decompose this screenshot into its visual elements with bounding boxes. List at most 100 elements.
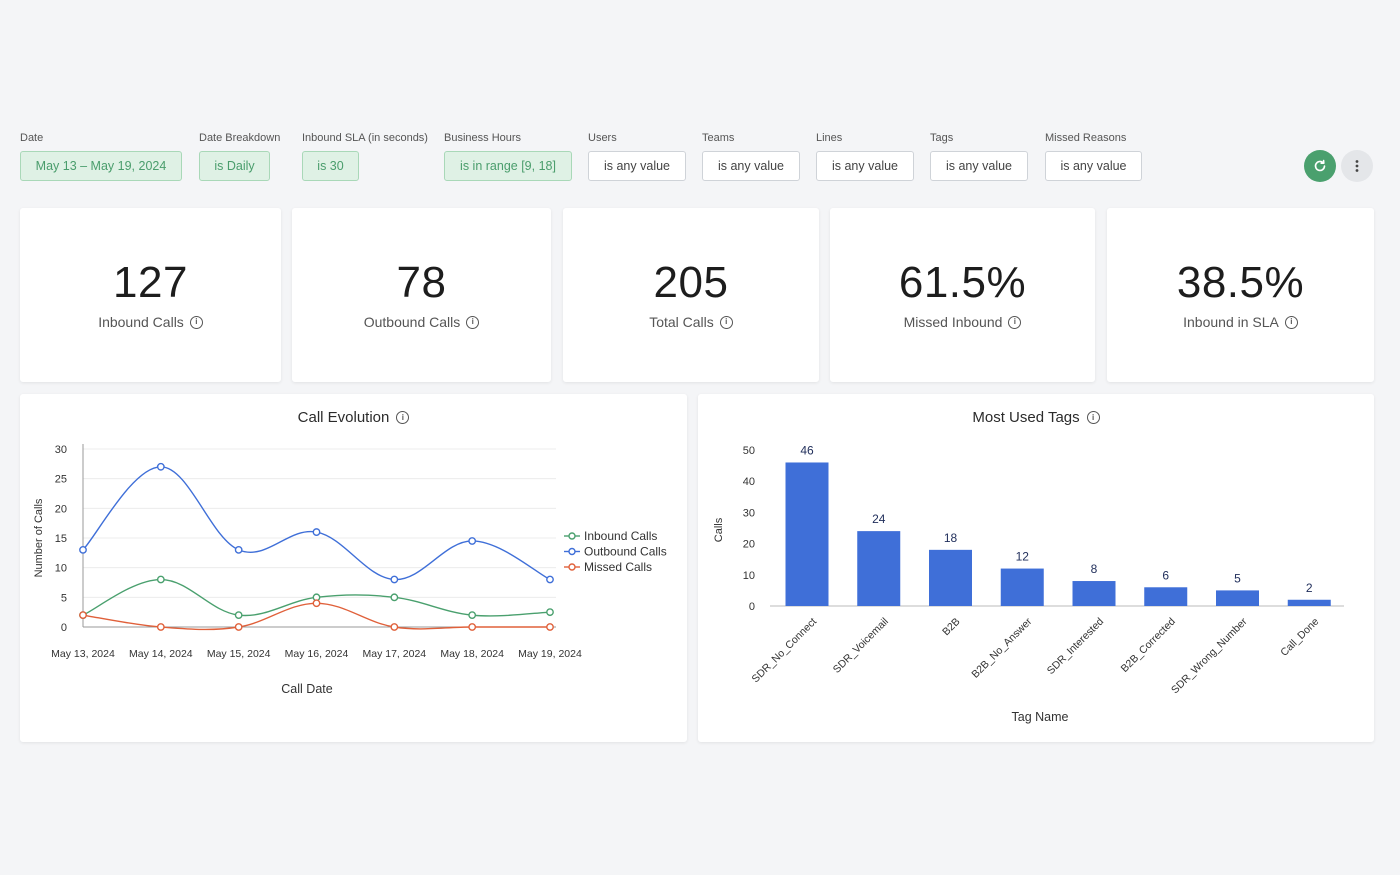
x-tick-label: B2B_Corrected <box>1119 616 1178 675</box>
y-tick-label: 30 <box>55 444 67 456</box>
data-label: 5 <box>1234 571 1241 585</box>
y-tick-label: 5 <box>61 592 67 604</box>
data-point <box>79 611 87 620</box>
more-options-button[interactable] <box>1341 150 1373 182</box>
bar <box>785 462 829 606</box>
kpi-value: 127 <box>113 258 188 307</box>
data-point <box>468 623 477 631</box>
data-point <box>546 623 554 631</box>
filter-lines: Lines is any value <box>816 132 914 181</box>
kpi-inbound-calls: 127 Inbound Calls i <box>20 208 281 382</box>
data-label: 46 <box>800 443 814 457</box>
x-tick-label: May 15, 2024 <box>207 648 271 660</box>
y-tick-label: 40 <box>743 476 755 488</box>
kpi-label: Total Calls <box>649 314 714 330</box>
refresh-icon <box>1314 159 1326 172</box>
filter-users: Users is any value <box>588 132 686 181</box>
kpi-label: Outbound Calls <box>363 314 461 330</box>
data-point <box>156 462 165 471</box>
chart-title: Call Evolution <box>297 409 390 426</box>
x-tick-label: May 17, 2024 <box>363 648 427 660</box>
data-label: 24 <box>872 512 886 526</box>
kpi-outbound-calls: 78 Outbound Calls i <box>292 208 551 382</box>
info-icon[interactable]: i <box>1284 315 1298 329</box>
filter-label: Date <box>20 132 44 144</box>
y-tick-label: 50 <box>743 445 755 457</box>
bar <box>1144 587 1188 606</box>
x-tick-label: B2B <box>940 616 963 639</box>
data-point <box>468 537 477 545</box>
filter-business-hours: Business Hours is in range [9, 18] <box>444 132 572 181</box>
filter-value-button[interactable]: is any value <box>1045 151 1142 181</box>
data-point <box>390 575 399 584</box>
data-point <box>390 593 399 602</box>
call-evolution-chart: 0 5 10 15 20 25 30 May 13, 2024 May 14, 2024 May … <box>33 444 667 696</box>
legend-marker <box>568 563 576 571</box>
filter-value-button[interactable]: is any value <box>816 151 914 181</box>
data-point <box>156 575 165 584</box>
info-icon[interactable]: i <box>396 411 410 424</box>
filter-value-button[interactable]: is any value <box>702 151 800 181</box>
x-tick-label: May 18, 2024 <box>440 648 504 660</box>
series-line <box>82 602 550 631</box>
data-point <box>234 611 243 620</box>
filter-label: Business Hours <box>444 132 522 144</box>
data-point <box>312 528 321 536</box>
info-icon[interactable]: i <box>466 315 480 329</box>
kpi-inbound-in-sla: 38.5% Inbound in SLA i <box>1107 208 1374 382</box>
data-label: 2 <box>1306 581 1313 595</box>
info-icon[interactable]: i <box>1008 315 1022 329</box>
kpi-label: Inbound Calls <box>98 314 184 330</box>
y-tick-label: 30 <box>743 507 755 519</box>
y-tick-label: 0 <box>749 601 755 613</box>
y-tick-label: 25 <box>55 474 67 486</box>
x-axis-label: Tag Name <box>1012 710 1069 724</box>
series-line <box>82 466 551 581</box>
filter-label: Teams <box>702 132 735 144</box>
data-point <box>234 623 243 631</box>
y-axis-label: Calls <box>713 517 725 542</box>
filter-value-button[interactable]: May 13 – May 19, 2024 <box>20 151 182 181</box>
filter-value-button[interactable]: is any value <box>930 151 1028 181</box>
x-tick-label: B2B_No_Answer <box>969 615 1034 680</box>
bar <box>1216 590 1259 606</box>
kpi-label: Missed Inbound <box>903 314 1003 330</box>
filter-inbound-sla-in-seconds: Inbound SLA (in seconds) is 30 <box>302 132 428 181</box>
filter-teams: Teams is any value <box>702 132 800 181</box>
data-point <box>234 545 243 554</box>
filter-label: Tags <box>930 132 954 144</box>
refresh-button[interactable] <box>1304 150 1336 182</box>
legend-entry: Outbound Calls <box>584 545 667 559</box>
chart-title: Most Used Tags <box>972 409 1080 426</box>
filter-value-button[interactable]: is Daily <box>199 151 270 181</box>
x-tick-label: May 14, 2024 <box>129 648 193 660</box>
filter-label: Inbound SLA (in seconds) <box>302 132 428 144</box>
info-icon[interactable]: i <box>1086 411 1100 424</box>
kpi-total-calls: 205 Total Calls i <box>563 208 819 382</box>
info-icon[interactable]: i <box>189 315 203 329</box>
filter-missed-reasons: Missed Reasons is any value <box>1045 132 1142 181</box>
filter-label: Missed Reasons <box>1045 132 1127 144</box>
y-tick-label: 20 <box>55 503 67 515</box>
x-tick-label: SDR_Interested <box>1045 616 1106 677</box>
filter-value-button[interactable]: is in range [9, 18] <box>444 151 572 181</box>
x-tick-label: May 13, 2024 <box>51 648 115 660</box>
most-used-tags-card: Most Used Tags i 0 10 20 30 40 50 46 SDR_No_Con… <box>698 394 1374 742</box>
filter-date: Date May 13 – May 19, 2024 <box>20 132 182 181</box>
filter-value-button[interactable]: is any value <box>588 151 686 181</box>
more-vertical-icon <box>1355 160 1359 172</box>
filter-value-button[interactable]: is 30 <box>302 151 359 181</box>
filter-label: Lines <box>816 132 843 144</box>
y-tick-label: 0 <box>61 622 67 634</box>
data-point <box>312 599 321 608</box>
filter-date-breakdown: Date Breakdown is Daily <box>199 132 280 181</box>
x-axis-label: Call Date <box>281 682 332 696</box>
x-tick-label: SDR_No_Connect <box>750 616 820 686</box>
kpi-value: 78 <box>396 258 447 307</box>
x-tick-label: May 16, 2024 <box>285 648 349 660</box>
data-point <box>156 623 165 631</box>
y-tick-label: 10 <box>743 570 755 582</box>
info-icon[interactable]: i <box>719 315 733 329</box>
call-evolution-card: Call Evolution i 0 5 10 15 20 25 30 May 13, 202… <box>20 394 687 742</box>
legend-marker <box>568 532 576 540</box>
